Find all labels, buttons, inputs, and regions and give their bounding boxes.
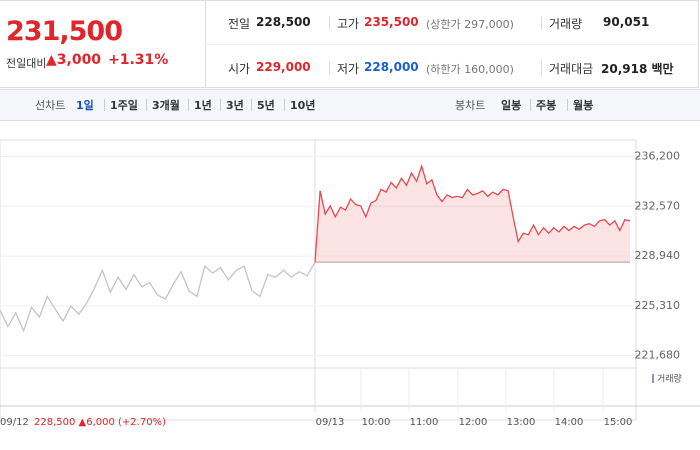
y-tick-label: 221,680	[635, 349, 681, 362]
tab[interactable]: 1일	[76, 99, 94, 112]
y-tick-label: 232,570	[635, 199, 681, 212]
stat-label: 저가	[337, 62, 360, 76]
y-tick-label: 236,200	[635, 149, 681, 162]
y-tick-label: 228,940	[635, 249, 681, 262]
line	[314, 163, 631, 263]
x-label: 10:00	[362, 417, 391, 428]
divider	[567, 99, 568, 111]
x-label: 12:00	[459, 417, 488, 428]
stat-note: (하한가 160,000)	[426, 63, 514, 76]
divider	[104, 99, 105, 111]
x-label: 14:00	[555, 417, 584, 428]
x-label: 13:00	[507, 417, 536, 428]
y-tick-label: 225,310	[635, 299, 681, 312]
divider	[205, 44, 699, 45]
stat-value: 90,051	[603, 15, 650, 29]
price: 231,500	[6, 16, 123, 47]
x-label: 15:00	[604, 417, 633, 428]
change-label: 전일대비	[6, 57, 47, 70]
divider	[220, 99, 221, 111]
stat-label: 시가	[228, 62, 251, 76]
divider	[329, 16, 330, 30]
change-pct: +1.31%	[108, 52, 169, 68]
stat-value: 228,000	[364, 60, 419, 74]
tab-label: 봉차트	[455, 99, 486, 112]
stat-label: 전일	[228, 17, 251, 31]
tab[interactable]: 3년	[226, 99, 244, 112]
volume-swatch	[652, 374, 654, 383]
divider	[251, 99, 252, 111]
tab[interactable]: 주봉	[536, 99, 557, 112]
change: ▲3,000	[46, 52, 102, 68]
stat-label: 고가	[337, 17, 360, 31]
tab[interactable]: 10년	[290, 99, 316, 112]
tab[interactable]: 5년	[257, 99, 275, 112]
stat-label: 거래량	[549, 17, 583, 31]
stat-value: 20,918 백만	[601, 62, 674, 76]
divider	[530, 99, 531, 111]
prev-summary: 228,500 ▲6,000 (+2.70%)	[34, 417, 166, 428]
divider	[329, 61, 330, 75]
x-label: 09/13	[316, 417, 345, 428]
x-label: 09/12	[0, 417, 29, 428]
divider	[541, 16, 542, 30]
tab-bar	[0, 89, 700, 121]
stat-value: 228,500	[256, 15, 311, 29]
divider	[188, 99, 189, 111]
area	[315, 166, 630, 263]
volume-label: 거래량	[657, 373, 682, 385]
stat-label: 거래대금	[549, 62, 594, 76]
stat-note: (상한가 297,000)	[426, 18, 514, 31]
x-label: 11:00	[410, 417, 439, 428]
divider	[541, 61, 542, 75]
divider	[146, 99, 147, 111]
tab[interactable]: 일봉	[501, 99, 522, 112]
line	[0, 261, 316, 333]
plot-frame	[0, 139, 637, 421]
tab[interactable]: 월봉	[573, 99, 594, 112]
tab-label: 선차트	[35, 99, 66, 112]
tab[interactable]: 1년	[194, 99, 212, 112]
tab[interactable]: 1주일	[110, 99, 138, 112]
stat-value: 229,000	[256, 60, 311, 74]
divider	[284, 99, 285, 111]
stat-value: 235,500	[364, 15, 419, 29]
tab[interactable]: 3개월	[152, 99, 180, 112]
